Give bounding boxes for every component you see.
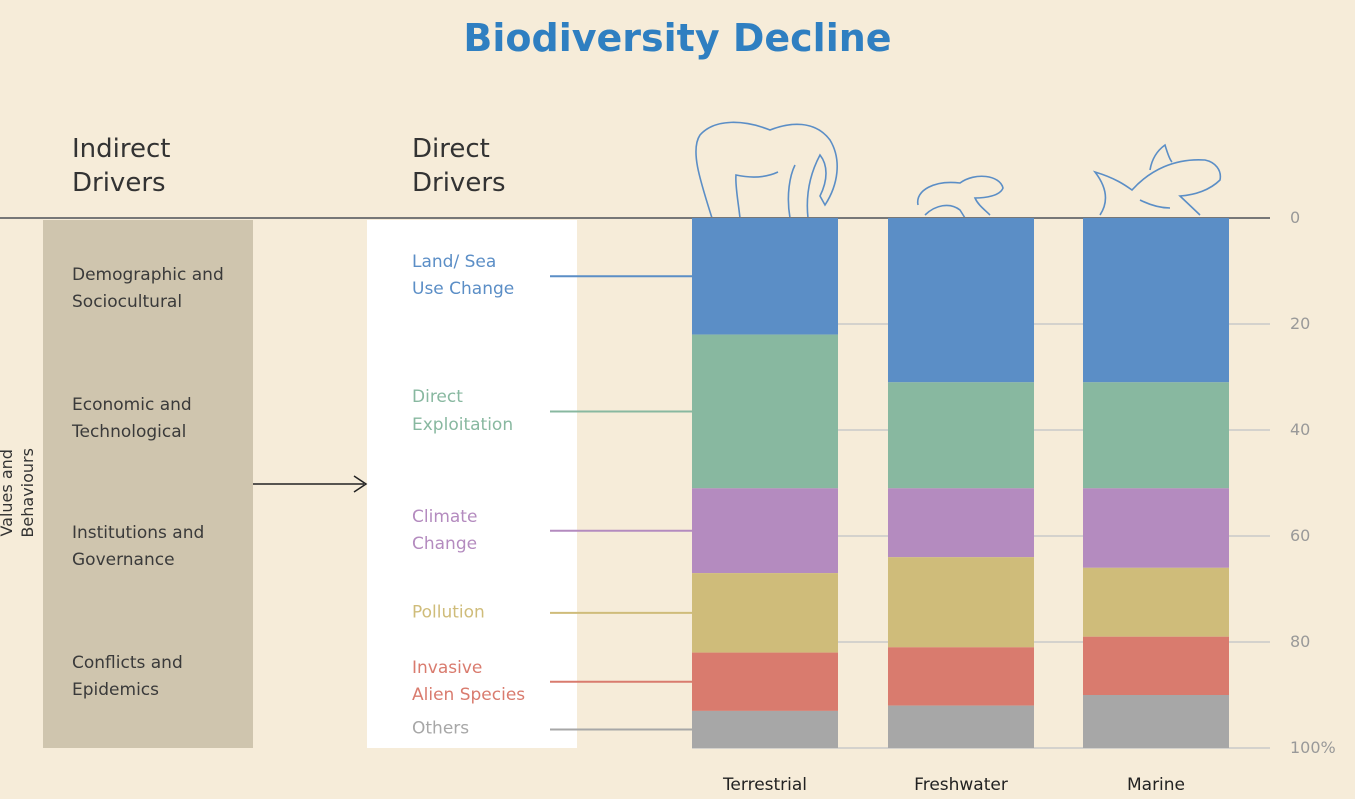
legend-label: Land/ Sea Use Change [412, 252, 515, 300]
bar-segment [692, 573, 838, 653]
legend-label: Invasive Alien Species [412, 657, 526, 705]
bar-segment [1083, 567, 1229, 637]
bar-segment [1083, 695, 1229, 748]
direct-box [367, 220, 577, 748]
legend-label: Others [412, 718, 470, 739]
x-tick-label: Freshwater [914, 775, 1008, 795]
y-tick-label: 100% [1290, 738, 1336, 758]
bar-segment [1083, 488, 1229, 568]
bar-segment [888, 218, 1034, 383]
x-tick-label: Marine [1126, 775, 1186, 795]
x-tick-label: Terrestrial [722, 775, 808, 795]
bar-segment [888, 557, 1034, 648]
indirect-header: Indirect Drivers [72, 134, 171, 198]
y-tick-label: 40 [1290, 420, 1311, 440]
indirect-driver: Economic and Technological [72, 394, 192, 442]
bar-segment [692, 710, 838, 748]
elephant-icon [695, 121, 838, 219]
indirect-driver: Conflicts and Epidemics [72, 652, 183, 700]
y-tick-label: 0 [1290, 208, 1301, 228]
bar-segment [888, 705, 1034, 748]
direct-header: Direct Drivers [412, 134, 506, 198]
bar-segment [1083, 382, 1229, 489]
y-tick-label: 60 [1290, 526, 1311, 546]
bar-segment [1083, 218, 1229, 383]
fish-icon [1092, 143, 1222, 216]
side-label: Values and Behaviours [0, 448, 37, 538]
arrow-head [353, 475, 368, 493]
bar-segment [692, 652, 838, 711]
frog-icon [917, 175, 1004, 219]
bar-segment [692, 488, 838, 574]
title: Biodiversity Decline [463, 16, 892, 60]
y-tick-label: 20 [1290, 314, 1311, 334]
bar-segment [1083, 636, 1229, 695]
legend-label: Climate Change [412, 506, 478, 554]
bar-segment [888, 382, 1034, 489]
y-tick-label: 80 [1290, 632, 1311, 652]
indirect-box [43, 220, 253, 748]
legend-label: Pollution [412, 602, 485, 623]
indirect-driver: Institutions and Governance [72, 522, 205, 570]
bar-segment [692, 334, 838, 489]
icons [695, 121, 1222, 219]
bar-segment [888, 647, 1034, 706]
bar-segment [692, 218, 838, 335]
indirect-driver: Demographic and Sociocultural [72, 264, 224, 312]
legend-label: Direct Exploitation [412, 387, 514, 435]
bar-segment [888, 488, 1034, 558]
